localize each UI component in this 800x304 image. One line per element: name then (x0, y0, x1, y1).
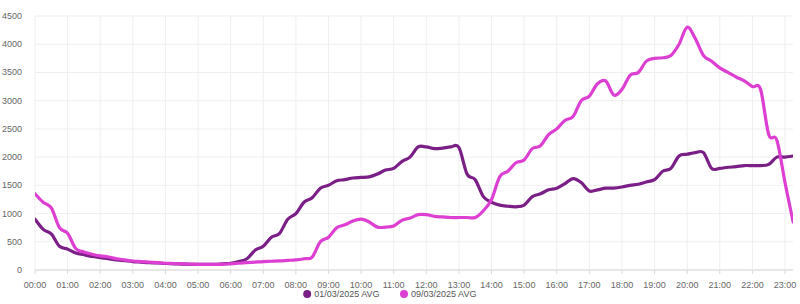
x-tick-mark (785, 270, 786, 274)
y-tick-label: 2500 (2, 124, 22, 134)
x-tick-mark (621, 270, 622, 274)
x-tick-mark (589, 270, 590, 274)
x-grid-line (393, 16, 394, 270)
x-tick-label: 19:00 (643, 280, 666, 290)
x-grid-line (165, 16, 166, 270)
x-grid-line (328, 16, 329, 270)
x-grid-line (458, 16, 459, 270)
x-tick-mark (35, 270, 36, 274)
x-tick-mark (328, 270, 329, 274)
x-tick-label: 20:00 (676, 280, 699, 290)
x-tick-label: 17:00 (578, 280, 601, 290)
y-grid-line (35, 16, 793, 17)
x-tick-label: 05:00 (187, 280, 210, 290)
x-tick-mark (165, 270, 166, 274)
x-tick-label: 01:00 (56, 280, 79, 290)
y-tick-label: 0 (17, 265, 22, 275)
x-tick-label: 02:00 (89, 280, 112, 290)
x-tick-label: 00:00 (24, 280, 47, 290)
x-grid-line (426, 16, 427, 270)
x-tick-mark (719, 270, 720, 274)
series-line (35, 27, 793, 264)
x-tick-mark (67, 270, 68, 274)
x-tick-mark (687, 270, 688, 274)
x-grid-line (263, 16, 264, 270)
y-grid-line (35, 185, 793, 186)
x-tick-label: 18:00 (611, 280, 634, 290)
x-tick-mark (654, 270, 655, 274)
x-tick-label: 11:00 (383, 280, 405, 290)
x-tick-label: 03:00 (122, 280, 145, 290)
x-tick-mark (230, 270, 231, 274)
x-grid-line (654, 16, 655, 270)
x-grid-line (100, 16, 101, 270)
x-grid-line (589, 16, 590, 270)
legend-marker (303, 290, 311, 298)
y-grid-line (35, 241, 793, 242)
legend: 01/03/2025 AVG 09/03/2025 AVG (303, 289, 476, 299)
x-grid-line (621, 16, 622, 270)
legend-label: 01/03/2025 AVG (314, 289, 379, 299)
legend-marker (400, 290, 408, 298)
x-tick-label: 15:00 (513, 280, 536, 290)
y-tick-label: 500 (7, 237, 22, 247)
x-grid-line (198, 16, 199, 270)
y-tick-label: 1000 (2, 209, 22, 219)
y-tick-label: 4000 (2, 39, 22, 49)
x-tick-mark (458, 270, 459, 274)
x-tick-label: 04:00 (154, 280, 177, 290)
x-tick-label: 06:00 (219, 280, 242, 290)
y-grid-line (35, 72, 793, 73)
x-tick-mark (100, 270, 101, 274)
y-grid-line (35, 100, 793, 101)
chart: 0 500 1000 1500 2000 2500 3000 3500 4000 4500 00:0… (0, 0, 800, 304)
x-grid-line (556, 16, 557, 270)
x-tick-label: 23:00 (774, 280, 797, 290)
x-grid-line (785, 16, 786, 270)
x-grid-line (361, 16, 362, 270)
x-tick-label: 21:00 (709, 280, 732, 290)
y-grid-line (35, 128, 793, 129)
x-grid-line (719, 16, 720, 270)
y-tick-label: 3500 (2, 67, 22, 77)
x-tick-mark (263, 270, 264, 274)
x-tick-label: 08:00 (285, 280, 308, 290)
x-tick-label: 16:00 (545, 280, 568, 290)
y-grid-line (35, 270, 793, 271)
x-grid-line (132, 16, 133, 270)
y-tick-label: 4500 (2, 11, 22, 21)
x-grid-line (491, 16, 492, 270)
series-line (35, 145, 793, 264)
x-tick-mark (198, 270, 199, 274)
x-tick-mark (393, 270, 394, 274)
x-grid-line (230, 16, 231, 270)
x-tick-mark (491, 270, 492, 274)
x-tick-mark (426, 270, 427, 274)
x-grid-line (687, 16, 688, 270)
x-tick-label: 07:00 (252, 280, 275, 290)
x-grid-line (752, 16, 753, 270)
x-tick-mark (556, 270, 557, 274)
x-tick-mark (132, 270, 133, 274)
legend-label: 09/03/2025 AVG (411, 289, 476, 299)
x-grid-line (295, 16, 296, 270)
x-tick-label: 14:00 (480, 280, 503, 290)
x-grid-line (524, 16, 525, 270)
x-tick-mark (524, 270, 525, 274)
x-grid-line (35, 16, 36, 270)
x-axis-line (35, 270, 793, 271)
x-tick-mark (361, 270, 362, 274)
x-tick-mark (752, 270, 753, 274)
x-tick-mark (295, 270, 296, 274)
y-tick-label: 2000 (2, 152, 22, 162)
x-tick-label: 22:00 (741, 280, 764, 290)
plot-lines (35, 27, 793, 264)
y-tick-label: 3000 (2, 96, 22, 106)
y-tick-label: 1500 (2, 180, 22, 190)
y-grid-line (35, 213, 793, 214)
